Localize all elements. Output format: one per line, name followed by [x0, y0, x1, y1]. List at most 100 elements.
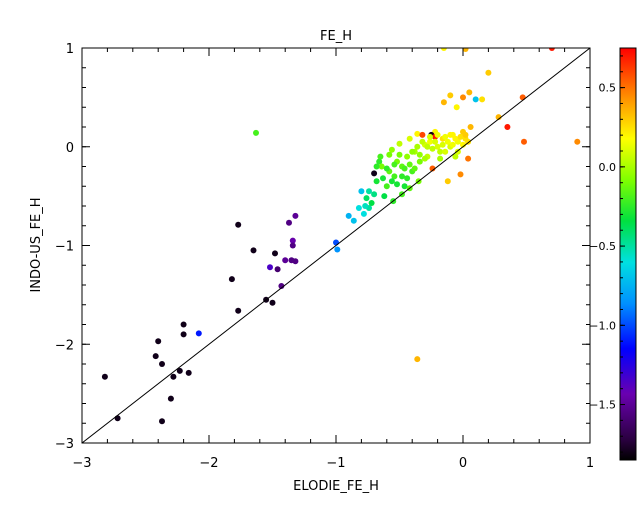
- colorbar-tick-label: 0.0: [599, 161, 617, 174]
- x-tick-label: −1: [326, 456, 345, 471]
- data-point: [185, 369, 192, 376]
- one-to-one-line: [82, 48, 590, 443]
- data-point: [278, 283, 285, 289]
- data-point: [460, 141, 466, 148]
- data-point: [292, 258, 299, 265]
- data-point: [421, 155, 428, 162]
- data-point: [101, 373, 108, 380]
- data-point: [401, 165, 408, 172]
- data-point: [444, 178, 451, 185]
- data-point: [195, 330, 202, 337]
- data-point: [440, 48, 447, 51]
- data-point: [429, 165, 436, 172]
- data-point: [159, 361, 165, 367]
- data-point: [366, 188, 372, 195]
- y-tick-label: 0: [66, 141, 74, 156]
- data-point: [391, 161, 398, 168]
- scatter-points: [101, 48, 581, 425]
- data-point: [269, 299, 276, 306]
- colorbar-tick-label: −0.5: [589, 240, 616, 253]
- data-point: [406, 161, 413, 168]
- data-point: [180, 331, 187, 338]
- data-point: [414, 143, 421, 150]
- colorbar-tick-label: 0.5: [599, 82, 617, 95]
- data-point: [274, 266, 281, 273]
- data-point: [453, 104, 460, 111]
- x-tick-label: 1: [586, 456, 594, 471]
- data-point: [432, 138, 439, 145]
- data-point: [373, 178, 380, 185]
- data-point: [504, 124, 511, 130]
- data-point: [228, 276, 235, 283]
- data-point: [396, 140, 403, 147]
- y-tick-label: −2: [55, 338, 74, 353]
- data-point: [355, 205, 362, 211]
- data-point: [404, 175, 411, 182]
- y-tick-label: −1: [55, 240, 74, 255]
- data-point: [159, 418, 165, 425]
- data-point: [167, 395, 174, 402]
- data-point: [419, 131, 426, 138]
- data-point: [282, 257, 289, 264]
- data-point: [404, 153, 411, 160]
- data-point: [272, 250, 278, 257]
- data-point: [414, 356, 421, 363]
- y-tick-label: −3: [55, 437, 74, 452]
- data-point: [427, 138, 433, 145]
- data-point: [460, 94, 466, 101]
- data-point: [449, 141, 456, 148]
- data-point: [394, 181, 400, 188]
- y-axis: −3 −2 −1 0 1: [55, 42, 590, 452]
- x-tick-label: −2: [199, 456, 218, 471]
- data-point: [292, 212, 299, 219]
- data-point: [429, 145, 436, 152]
- data-point: [447, 131, 454, 138]
- data-point: [424, 143, 431, 150]
- data-point: [371, 191, 378, 198]
- data-point: [467, 124, 474, 130]
- data-point: [289, 237, 296, 244]
- data-point: [452, 153, 459, 160]
- data-point: [176, 367, 183, 374]
- data-point: [399, 173, 405, 180]
- data-point: [419, 138, 426, 145]
- x-axis-title: ELODIE_FE_H: [293, 479, 379, 494]
- data-point: [358, 188, 365, 195]
- data-point: [383, 183, 390, 190]
- data-point: [434, 131, 441, 138]
- data-point: [462, 131, 469, 138]
- data-point: [409, 148, 416, 155]
- data-point: [350, 217, 357, 224]
- data-point: [235, 307, 242, 314]
- data-point: [548, 48, 555, 51]
- data-point: [396, 151, 403, 158]
- data-point: [180, 321, 187, 328]
- data-point: [472, 96, 479, 103]
- data-point: [437, 148, 444, 155]
- data-point: [235, 221, 242, 228]
- data-point: [333, 239, 339, 246]
- data-point: [152, 353, 159, 360]
- data-point: [457, 133, 464, 140]
- data-point: [444, 138, 451, 145]
- data-point: [457, 171, 464, 178]
- data-point: [447, 92, 454, 99]
- colorbar-axis: 0.5 0.0 −0.5 −1.0 −1.5: [589, 55, 625, 453]
- data-point: [519, 94, 526, 101]
- data-point: [250, 247, 257, 254]
- data-point: [368, 200, 375, 206]
- x-tick-label: 0: [459, 456, 467, 471]
- data-point: [439, 141, 446, 148]
- data-point: [479, 96, 486, 103]
- data-point: [411, 165, 418, 172]
- data-point: [381, 193, 388, 200]
- data-point: [345, 212, 352, 219]
- data-point: [371, 170, 378, 177]
- data-point: [289, 242, 296, 249]
- data-point: [437, 155, 444, 162]
- colorbar-tick-label: −1.5: [589, 399, 616, 412]
- data-point: [388, 146, 395, 153]
- data-point: [155, 338, 162, 345]
- data-point: [440, 99, 447, 106]
